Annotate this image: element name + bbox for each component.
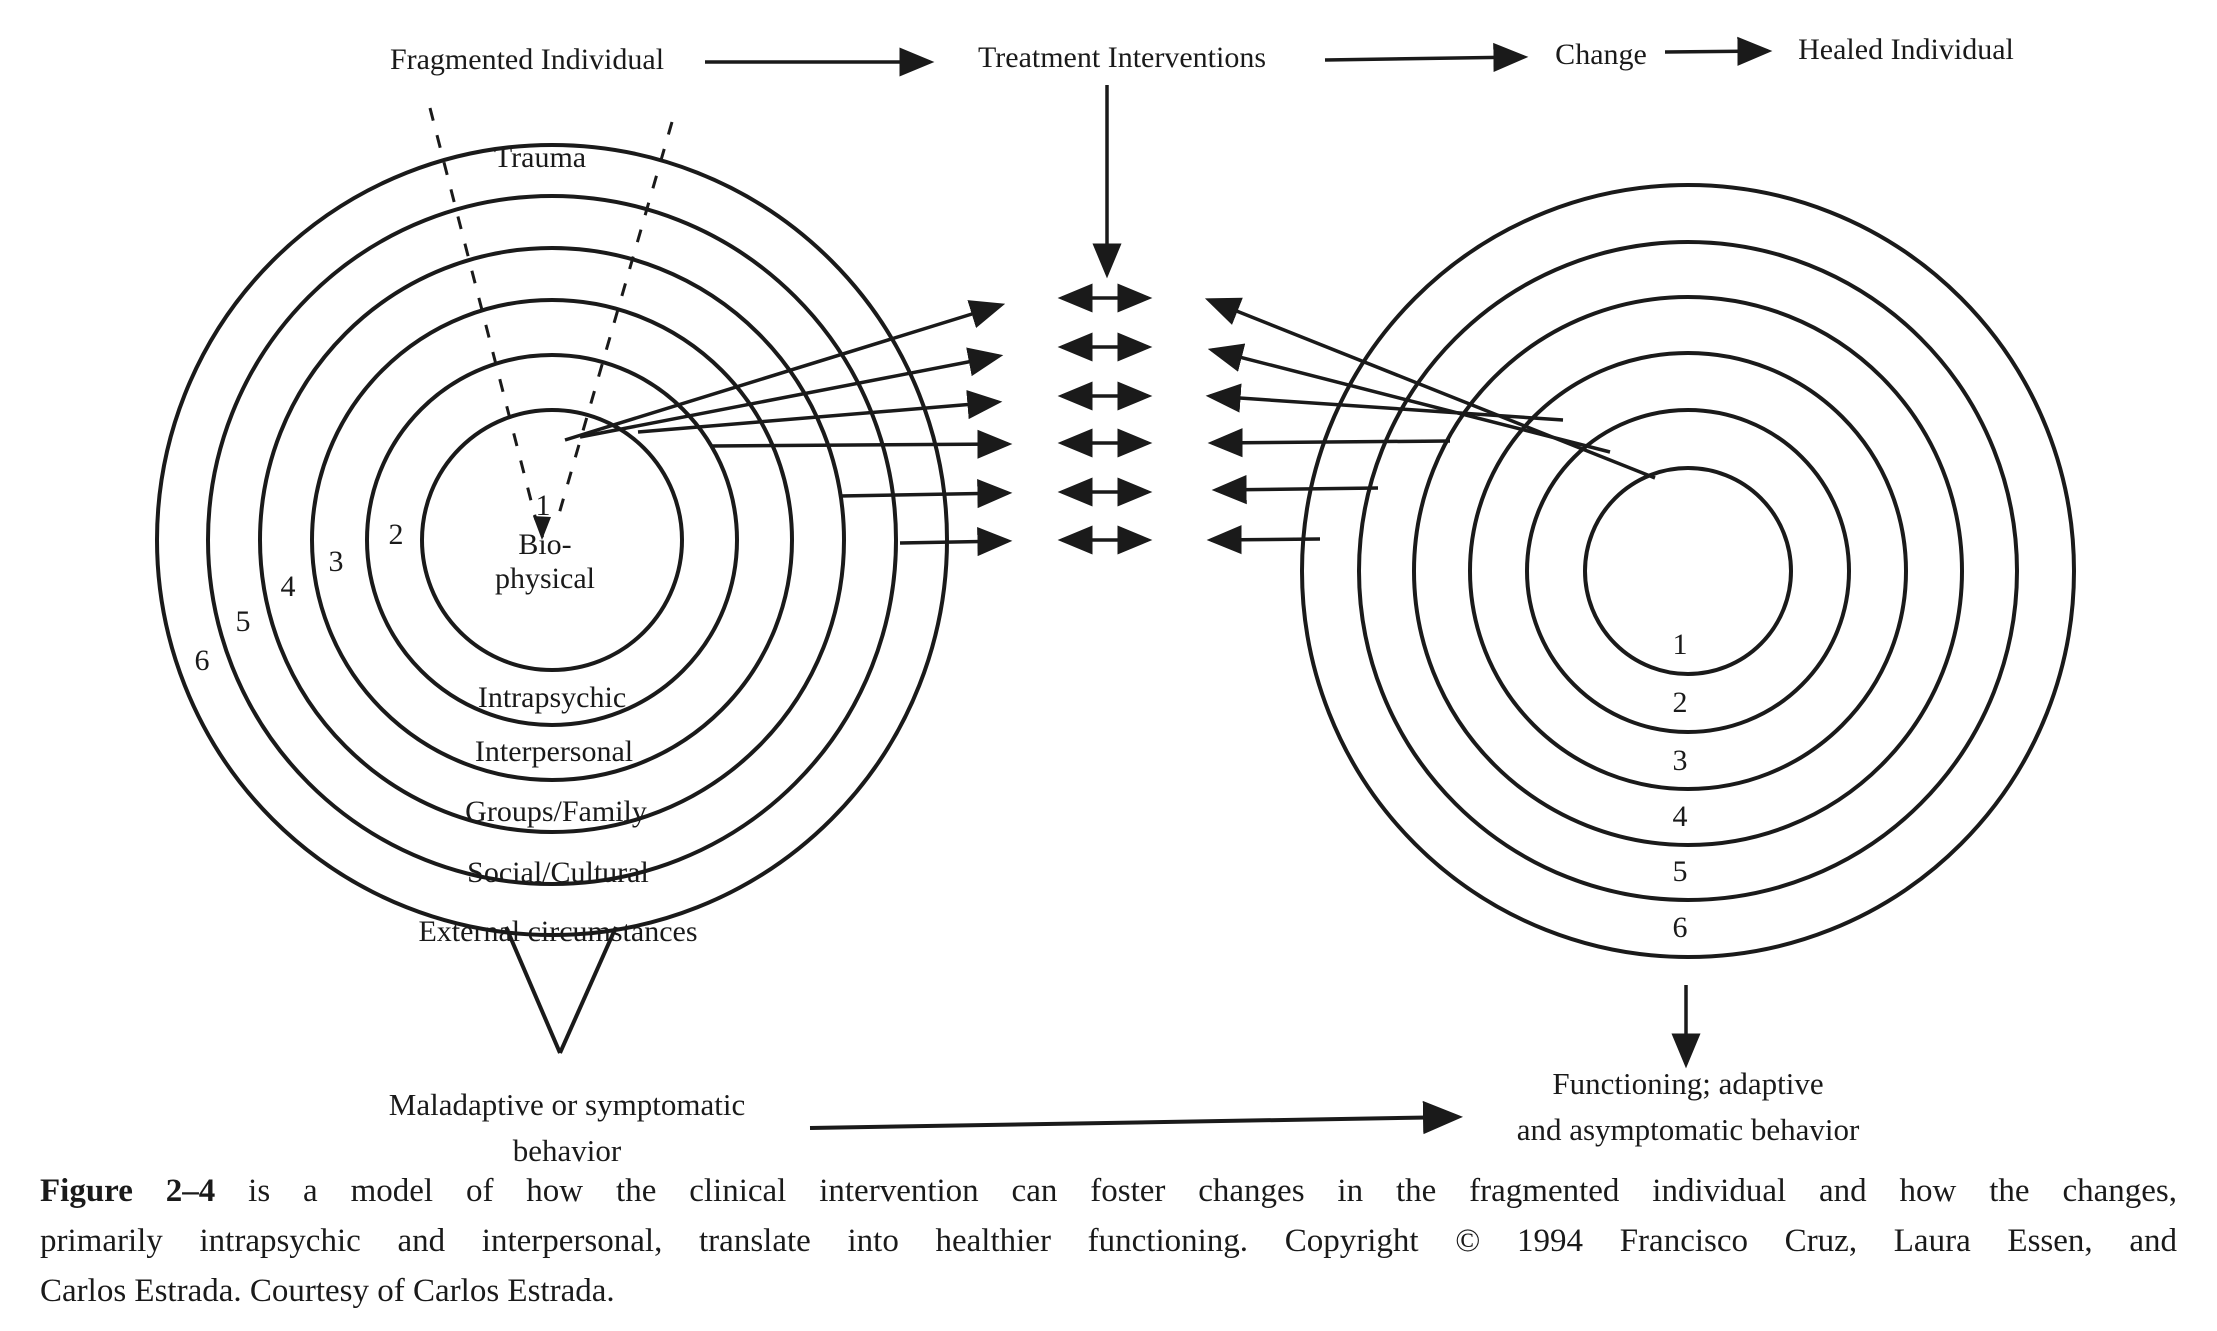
stage-label-fragmented-individual: Fragmented Individual bbox=[389, 43, 665, 76]
left-ring-number-4: 4 bbox=[280, 570, 296, 603]
figure-caption: Figure 2–4 is a model of how the clinica… bbox=[40, 1166, 2177, 1316]
exchange-double-arrows bbox=[1057, 283, 1153, 555]
right-ring-number-2: 2 bbox=[1672, 686, 1688, 719]
figure-number-label: Figure 2–4 bbox=[40, 1173, 216, 1209]
biophysical-line2: physical bbox=[495, 562, 595, 595]
right-ring-number-6: 6 bbox=[1672, 911, 1688, 944]
caption-line-3: Carlos Estrada. Courtesy of Carlos Estra… bbox=[40, 1273, 615, 1309]
trauma-label: Trauma bbox=[493, 141, 587, 174]
biophysical-line1: Bio- bbox=[518, 528, 572, 561]
right-ring-number-5: 5 bbox=[1672, 855, 1688, 888]
functioning-line1: Functioning; adaptive bbox=[1552, 1066, 1824, 1101]
adaptive-functioning-label: Functioning; adaptive and asymptomatic b… bbox=[1517, 1061, 1860, 1153]
biophysical-core-label: Bio- physical bbox=[495, 528, 595, 596]
stage-label-change: Change bbox=[1555, 38, 1647, 71]
left-ring-number-2: 2 bbox=[388, 518, 404, 551]
left-ring-number-5: 5 bbox=[235, 605, 251, 638]
right-concentric-circles bbox=[1300, 183, 2076, 959]
right-ring-number-1: 1 bbox=[1672, 628, 1688, 661]
ring-label-interpersonal: Interpersonal bbox=[474, 735, 634, 768]
maladaptive-line1: Maladaptive or symptomatic bbox=[388, 1087, 746, 1122]
funnel-triangle bbox=[504, 926, 618, 1054]
ring-label-intrapsychic: Intrapsychic bbox=[477, 681, 627, 714]
top-flow-arrows bbox=[705, 36, 1773, 77]
maladaptive-behavior-label: Maladaptive or symptomatic behavior bbox=[389, 1082, 745, 1174]
right-intervention-arrows bbox=[1204, 297, 1656, 555]
functioning-line2: and asymptomatic behavior bbox=[1516, 1112, 1860, 1147]
left-ring-number-6: 6 bbox=[194, 644, 210, 677]
stage-label-treatment-interventions: Treatment Interventions bbox=[977, 41, 1267, 74]
left-ring-number-3: 3 bbox=[328, 545, 344, 578]
behavior-change-arrow bbox=[809, 1100, 1463, 1135]
caption-line-2: primarily intrapsychic and interpersonal… bbox=[40, 1223, 2177, 1259]
ring-label-social-cultural: Social/Cultural bbox=[467, 856, 649, 889]
caption-line-1: Figure 2–4 is a model of how the clinica… bbox=[40, 1166, 2177, 1216]
maladaptive-line2: behavior bbox=[512, 1133, 622, 1168]
caption-line-1-text: is a model of how the clinical intervent… bbox=[215, 1173, 2177, 1209]
left-ring-number-1: 1 bbox=[535, 489, 551, 522]
right-ring-number-3: 3 bbox=[1672, 744, 1688, 777]
left-intervention-arrows bbox=[564, 300, 1013, 557]
ring-label-external-circumstances: External circumstances bbox=[418, 915, 698, 948]
trauma-arrowhead-icon bbox=[533, 516, 551, 540]
stage-label-healed-individual: Healed Individual bbox=[1798, 33, 2014, 66]
right-ring-number-4: 4 bbox=[1672, 800, 1688, 833]
trauma-dashed-lines bbox=[428, 107, 674, 521]
ring-label-groups-family: Groups/Family bbox=[465, 795, 647, 828]
left-concentric-circles bbox=[155, 143, 949, 937]
